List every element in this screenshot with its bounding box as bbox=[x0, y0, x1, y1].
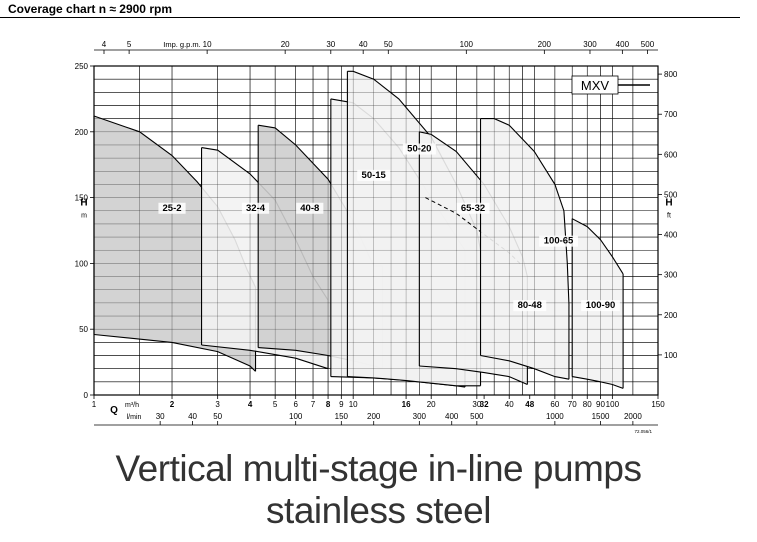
x-tick-label: 30 bbox=[472, 400, 481, 409]
x-tick-label: 8 bbox=[326, 400, 331, 409]
y-right-tick-label: 200 bbox=[664, 311, 678, 320]
x-tick-label: 100 bbox=[606, 400, 620, 409]
x-tick-label: 40 bbox=[505, 400, 514, 409]
y-right-tick-label: 800 bbox=[664, 70, 678, 79]
pump-label-25-2: 25-2 bbox=[163, 203, 182, 214]
x-axis-unit: m³/h bbox=[125, 402, 139, 409]
x-tick-label: 80 bbox=[583, 400, 592, 409]
gpm-tick-label: 200 bbox=[538, 40, 552, 49]
gpm-tick-label: 100 bbox=[460, 40, 474, 49]
lmin-tick-label: 1000 bbox=[546, 412, 564, 421]
gpm-tick-label: 10 bbox=[203, 40, 212, 49]
x-tick-label: 48 bbox=[525, 400, 534, 409]
x-tick-label: 20 bbox=[427, 400, 436, 409]
lmin-tick-label: 1500 bbox=[592, 412, 610, 421]
x-tick-label: 7 bbox=[311, 400, 316, 409]
pump-area-80-48 bbox=[480, 118, 569, 380]
pump-label-32-4: 32-4 bbox=[246, 203, 266, 214]
gpm-tick-label: 300 bbox=[583, 40, 597, 49]
gpm-tick-label: 4 bbox=[102, 40, 107, 49]
gpm-tick-label: 40 bbox=[359, 40, 368, 49]
pump-label-50-20: 50-20 bbox=[407, 144, 431, 155]
y-left-tick-label: 250 bbox=[75, 62, 89, 71]
x-tick-label: 10 bbox=[349, 400, 358, 409]
lmin-tick-label: 300 bbox=[413, 412, 427, 421]
y-right-tick-label: 600 bbox=[664, 150, 678, 159]
gpm-tick-label: 50 bbox=[384, 40, 393, 49]
chart-heading: Coverage chart n ≈ 2900 rpm bbox=[8, 2, 172, 16]
lmin-tick-label: 40 bbox=[188, 412, 197, 421]
y-left-axis-unit: m bbox=[81, 212, 87, 219]
x-tick-label: 5 bbox=[273, 400, 278, 409]
lmin-tick-label: 200 bbox=[367, 412, 381, 421]
pump-min-curve-65-32 bbox=[419, 365, 528, 386]
pump-max-curve-80-48 bbox=[480, 118, 570, 306]
y-left-tick-label: 150 bbox=[75, 194, 89, 203]
y-right-tick-label: 700 bbox=[664, 110, 678, 119]
coverage-chart: 25-2 32-4 40-8 50-15 50-20 65-32 80-48 100-65 10… bbox=[75, 40, 678, 434]
x-tick-label: 9 bbox=[339, 400, 344, 409]
pump-label-bg-32-4 bbox=[241, 202, 270, 214]
y-left-tick-label: 100 bbox=[75, 259, 89, 268]
pump-label-50-15: 50-15 bbox=[362, 170, 387, 181]
lmin-tick-label: 500 bbox=[470, 412, 484, 421]
x-tick-label: 2 bbox=[170, 400, 175, 409]
y-right-axis-label: H bbox=[665, 197, 672, 208]
pump-label-100-90: 100-90 bbox=[586, 300, 616, 311]
gpm-tick-label: 400 bbox=[616, 40, 630, 49]
gpm-axis-unit: Imp. g.p.m. bbox=[163, 40, 201, 49]
lmin-tick-label: 50 bbox=[213, 412, 222, 421]
lmin-tick-label: 400 bbox=[445, 412, 459, 421]
pump-label-bg-100-65 bbox=[539, 235, 578, 247]
pump-min-curve-32-4 bbox=[201, 344, 329, 370]
x-tick-label: 32 bbox=[480, 400, 489, 409]
x-tick-label: 16 bbox=[402, 400, 411, 409]
pump-label-bg-65-32 bbox=[456, 202, 490, 214]
y-right-tick-label: 100 bbox=[664, 351, 678, 360]
pump-label-bg-40-8 bbox=[296, 202, 324, 214]
x-tick-label: 1 bbox=[92, 400, 97, 409]
pump-label-40-8: 40-8 bbox=[300, 203, 319, 214]
pump-label-bg-50-15 bbox=[357, 169, 391, 181]
lmin-tick-label: 30 bbox=[156, 412, 165, 421]
y-left-tick-label: 50 bbox=[79, 325, 88, 334]
heading-rule bbox=[0, 17, 740, 18]
lmin-tick-label: 100 bbox=[289, 412, 303, 421]
x-tick-label: 6 bbox=[293, 400, 298, 409]
lmin-tick-label: 2000 bbox=[624, 412, 642, 421]
x-tick-label: 70 bbox=[568, 400, 577, 409]
y-right-tick-label: 300 bbox=[664, 271, 678, 280]
y-right-tick-label: 500 bbox=[664, 190, 678, 199]
y-right-axis-unit: ft bbox=[667, 212, 671, 219]
pump-label-100-65: 100-65 bbox=[544, 236, 574, 247]
gpm-tick-label: 5 bbox=[127, 40, 132, 49]
pump-label-65-32: 65-32 bbox=[461, 203, 485, 214]
legend-label: MXV bbox=[581, 78, 610, 93]
y-left-axis-label: H bbox=[80, 197, 87, 208]
lmin-tick-label: 150 bbox=[335, 412, 349, 421]
lmin-axis-unit: l/min bbox=[127, 414, 142, 421]
pump-label-80-48: 80-48 bbox=[518, 300, 542, 311]
plot-frame bbox=[93, 65, 659, 396]
pump-label-bg-25-2 bbox=[158, 202, 186, 214]
x-tick-label: 3 bbox=[215, 400, 220, 409]
x-tick-label: 4 bbox=[248, 400, 253, 409]
gpm-tick-label: 30 bbox=[326, 40, 335, 49]
chart-code: 72.056/1 bbox=[634, 429, 652, 434]
x-axis-Q-label: Q bbox=[110, 405, 118, 416]
pump-label-bg-80-48 bbox=[513, 300, 547, 312]
y-left-tick-label: 0 bbox=[84, 391, 89, 400]
tagline-line-2: stainless steel bbox=[266, 490, 491, 531]
gpm-tick-label: 500 bbox=[641, 40, 655, 49]
gpm-tick-label: 20 bbox=[281, 40, 290, 49]
pump-label-bg-100-90 bbox=[581, 300, 620, 312]
x-tick-label: 60 bbox=[550, 400, 559, 409]
x-tick-label: 150 bbox=[651, 400, 665, 409]
x-tick-label: 90 bbox=[596, 400, 605, 409]
pump-label-bg-50-20 bbox=[402, 143, 436, 155]
y-right-tick-label: 400 bbox=[664, 231, 678, 240]
y-left-tick-label: 200 bbox=[75, 128, 89, 137]
tagline-line-1: Vertical multi-stage in-line pumps bbox=[115, 448, 642, 489]
